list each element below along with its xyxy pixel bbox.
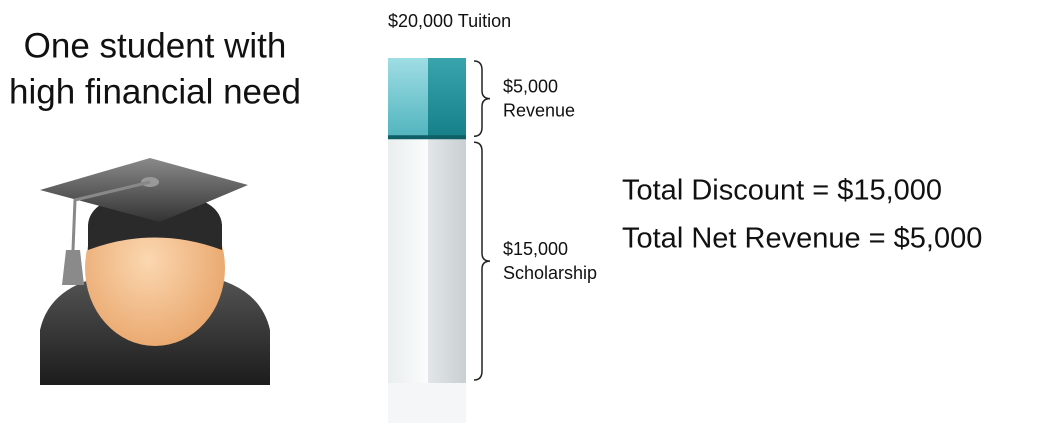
segment-label: $5,000 [503, 76, 558, 96]
segment-divider [388, 135, 466, 141]
bar-segment [388, 139, 466, 383]
bar-title: $20,000 Tuition [388, 11, 511, 31]
brace [473, 141, 491, 381]
total-line: Total Net Revenue = $5,000 [622, 223, 982, 255]
brace [473, 60, 491, 137]
segment-label: $15,000 [503, 239, 568, 259]
bar-reflection [388, 383, 466, 423]
bar-segment [388, 58, 466, 140]
segment-label: Scholarship [503, 263, 597, 283]
student-icon [40, 158, 270, 385]
total-line: Total Discount = $15,000 [622, 175, 942, 207]
heading-line: high financial need [9, 72, 301, 111]
heading-line: One student with [24, 26, 287, 65]
segment-label: Revenue [503, 100, 575, 120]
